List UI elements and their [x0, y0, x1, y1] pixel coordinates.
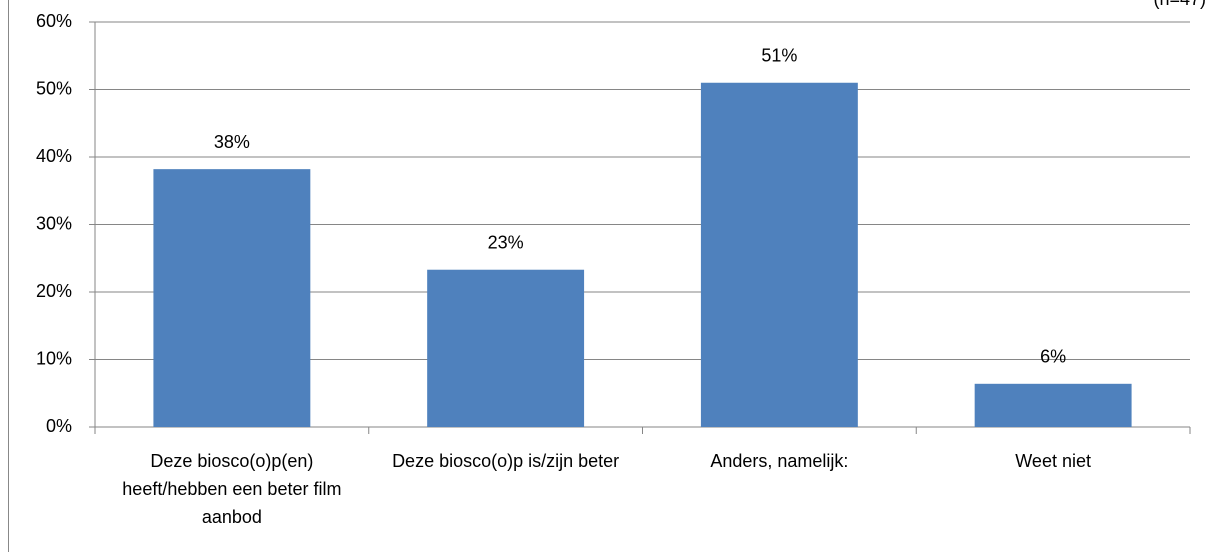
- y-tick-label: 60%: [36, 11, 72, 31]
- bar: [427, 269, 585, 427]
- annotation: (n=47): [1153, 0, 1206, 9]
- x-tick-label: Deze biosco(o)p(en) heeft/hebben een bet…: [122, 451, 342, 527]
- y-tick-label: 40%: [36, 146, 72, 166]
- y-tick-label: 20%: [36, 281, 72, 301]
- data-label: 23%: [488, 232, 524, 252]
- y-tick-label: 50%: [36, 78, 72, 98]
- x-tick-label: Deze biosco(o)p is/zijn beter: [392, 451, 620, 471]
- x-tick-label: Weet niet: [1015, 451, 1091, 471]
- data-label: 6%: [1040, 347, 1066, 367]
- y-tick-label: 10%: [36, 348, 72, 368]
- bar: [153, 169, 311, 427]
- y-tick-label: 0%: [46, 416, 72, 436]
- data-label: 51%: [761, 46, 797, 66]
- x-tick-label: Anders, namelijk:: [710, 451, 849, 471]
- y-tick-label: 30%: [36, 213, 72, 233]
- data-label: 38%: [214, 132, 250, 152]
- bar: [974, 383, 1132, 427]
- bar: [700, 82, 858, 427]
